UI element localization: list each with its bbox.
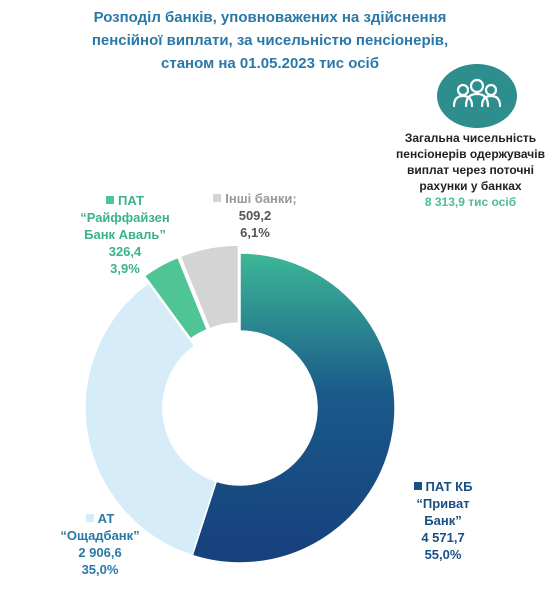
title-line: Розподіл банків, уповноважених на здійсн… xyxy=(93,9,447,26)
slice-name: “Ощадбанк” xyxy=(60,528,140,543)
people-group-icon xyxy=(437,64,517,128)
title-line: пенсійної виплати, за чисельністю пенсіо… xyxy=(91,32,449,49)
title-line: станом на 01.05.2023 тис осіб xyxy=(161,55,379,72)
slice-percent: 3,9% xyxy=(110,261,140,276)
total-line: пенсіонерів одержувачів xyxy=(396,147,545,161)
donut-slice-privatbank xyxy=(191,252,396,564)
slice-value: 509,2 xyxy=(238,208,272,223)
slice-percent: 6,1% xyxy=(240,225,270,240)
donut-slice-oschadbank xyxy=(84,281,218,557)
legend-swatch-privatbank xyxy=(413,482,422,490)
total-line: рахунки у банках xyxy=(419,179,522,193)
slice-value: 4 571,7 xyxy=(421,530,465,545)
label-privatbank: ПАТ КБ “Приват Банк” 4 571,7 55,0% xyxy=(388,478,498,563)
label-raiffeisen: ПАТ “Райффайзен Банк Аваль” 326,4 3,9% xyxy=(60,192,190,277)
slice-name: АТ xyxy=(97,511,115,526)
legend-swatch-other xyxy=(213,194,222,202)
slice-percent: 35,0% xyxy=(81,562,119,577)
slice-name: “Райффайзен xyxy=(80,210,170,225)
slice-percent: 55,0% xyxy=(424,547,462,562)
slice-name: ПАТ xyxy=(117,193,145,208)
label-oschadbank: АТ “Ощадбанк” 2 906,6 35,0% xyxy=(35,510,165,578)
slice-name: “Приват xyxy=(416,496,470,511)
donut-slice-raiffeisen xyxy=(143,256,209,340)
chart-title: Розподіл банків, уповноважених на здійсн… xyxy=(60,6,480,75)
slice-value: 2 906,6 xyxy=(78,545,122,560)
slice-name: Інші банки; xyxy=(225,191,297,206)
label-other-banks: Інші банки; 509,2 6,1% xyxy=(200,190,310,241)
total-value: 8 313,9 тис осіб xyxy=(424,195,517,209)
legend-swatch-oschadbank xyxy=(85,514,94,522)
total-line: Загальна чисельність xyxy=(404,131,537,145)
total-line: виплат через поточні xyxy=(406,163,535,177)
slice-name: Банк Аваль” xyxy=(84,227,166,242)
total-pensioners-box: Загальна чисельність пенсіонерів одержув… xyxy=(388,130,550,210)
slice-name: Банк” xyxy=(424,513,462,528)
slice-name: ПАТ КБ xyxy=(425,479,473,494)
slice-value: 326,4 xyxy=(108,244,142,259)
donut-slice-other-banks xyxy=(179,244,240,330)
legend-swatch-raiffeisen xyxy=(105,196,114,204)
